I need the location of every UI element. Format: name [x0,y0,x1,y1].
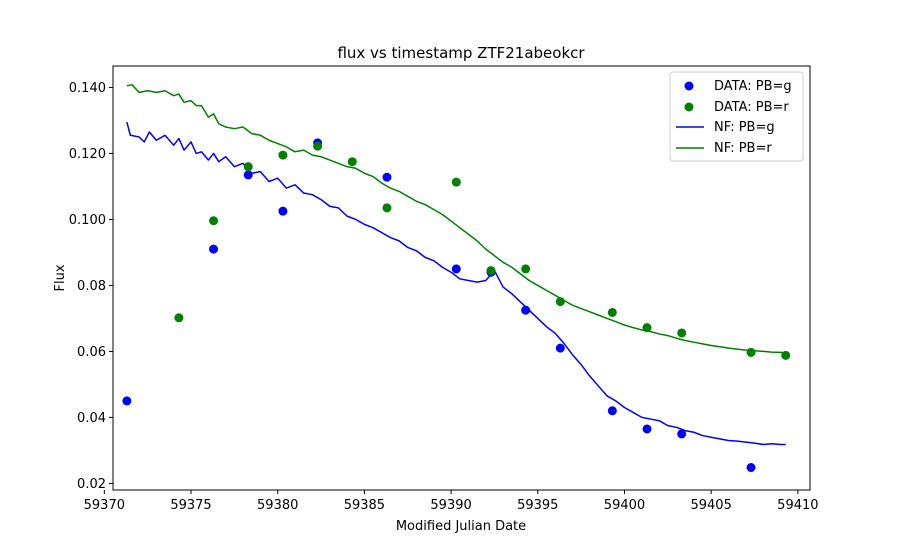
x-tick-label: 59405 [690,498,731,513]
y-axis: 0.02 0.04 0.06 0.08 0.100 0.120 0.140 [69,81,113,492]
data-point-data-pb-g [209,244,219,254]
legend-box [669,71,804,162]
legend: DATA: PB=g DATA: PB=r NF: PB=g NF: PB=r [669,71,804,162]
data-point-data-pb-r [382,203,392,213]
y-tick-label: 0.100 [69,213,106,228]
legend-marker-data-g [684,81,694,91]
x-tick-label: 59380 [257,498,298,513]
data-point-data-pb-r [677,328,687,338]
plot-area [122,84,791,473]
data-point-data-pb-g [243,170,253,180]
data-point-data-pb-g [451,264,461,274]
legend-label-data-r: DATA: PB=r [714,100,789,115]
data-point-data-pb-r [451,177,461,187]
x-tick-label: 59400 [604,498,645,513]
data-point-data-pb-g [642,424,652,434]
y-tick-label: 0.02 [77,477,106,492]
data-point-data-pb-r [555,297,565,307]
data-point-data-pb-g [521,305,531,315]
data-point-data-pb-r [746,347,756,357]
y-tick-label: 0.06 [77,345,106,360]
series-line-nf-pb-g [126,121,786,446]
y-tick-label: 0.04 [77,411,106,426]
data-point-data-pb-g [122,396,132,406]
data-point-data-pb-r [243,162,253,172]
chart-title: flux vs timestamp ZTF21abeokcr [337,44,585,62]
y-axis-label: Flux [53,264,68,291]
legend-label-data-g: DATA: PB=g [714,79,792,94]
x-tick-label: 59390 [430,498,471,513]
data-point-data-pb-r [521,264,531,274]
data-point-data-pb-g [746,463,756,473]
data-point-data-pb-r [486,266,496,276]
x-axis: 59370 59375 59380 59385 59390 59395 59400 59405… [84,490,819,513]
x-tick-label: 59370 [84,498,125,513]
data-point-data-pb-g [278,206,288,216]
legend-label-nf-r: NF: PB=r [714,141,772,156]
x-tick-label: 59410 [777,498,818,513]
y-tick-label: 0.120 [69,147,106,162]
data-point-data-pb-r [209,216,219,226]
data-point-data-pb-r [313,141,323,151]
data-point-data-pb-r [642,323,652,333]
y-tick-label: 0.08 [77,279,106,294]
data-point-data-pb-g [555,343,565,353]
data-point-data-pb-g [382,172,392,182]
data-point-data-pb-r [278,150,288,160]
x-tick-label: 59395 [517,498,558,513]
x-tick-label: 59385 [344,498,385,513]
x-tick-label: 59375 [170,498,211,513]
data-point-data-pb-r [174,313,184,323]
data-point-data-pb-r [347,157,357,167]
legend-marker-data-r [684,102,694,112]
data-point-data-pb-g [607,406,617,416]
data-point-data-pb-r [781,350,791,360]
legend-label-nf-g: NF: PB=g [714,120,775,135]
y-tick-label: 0.140 [69,81,106,96]
series-line-nf-pb-r [126,84,786,354]
data-point-data-pb-r [607,307,617,317]
x-axis-label: Modified Julian Date [396,519,526,534]
data-point-data-pb-g [677,429,687,439]
axes-frame [112,65,811,491]
